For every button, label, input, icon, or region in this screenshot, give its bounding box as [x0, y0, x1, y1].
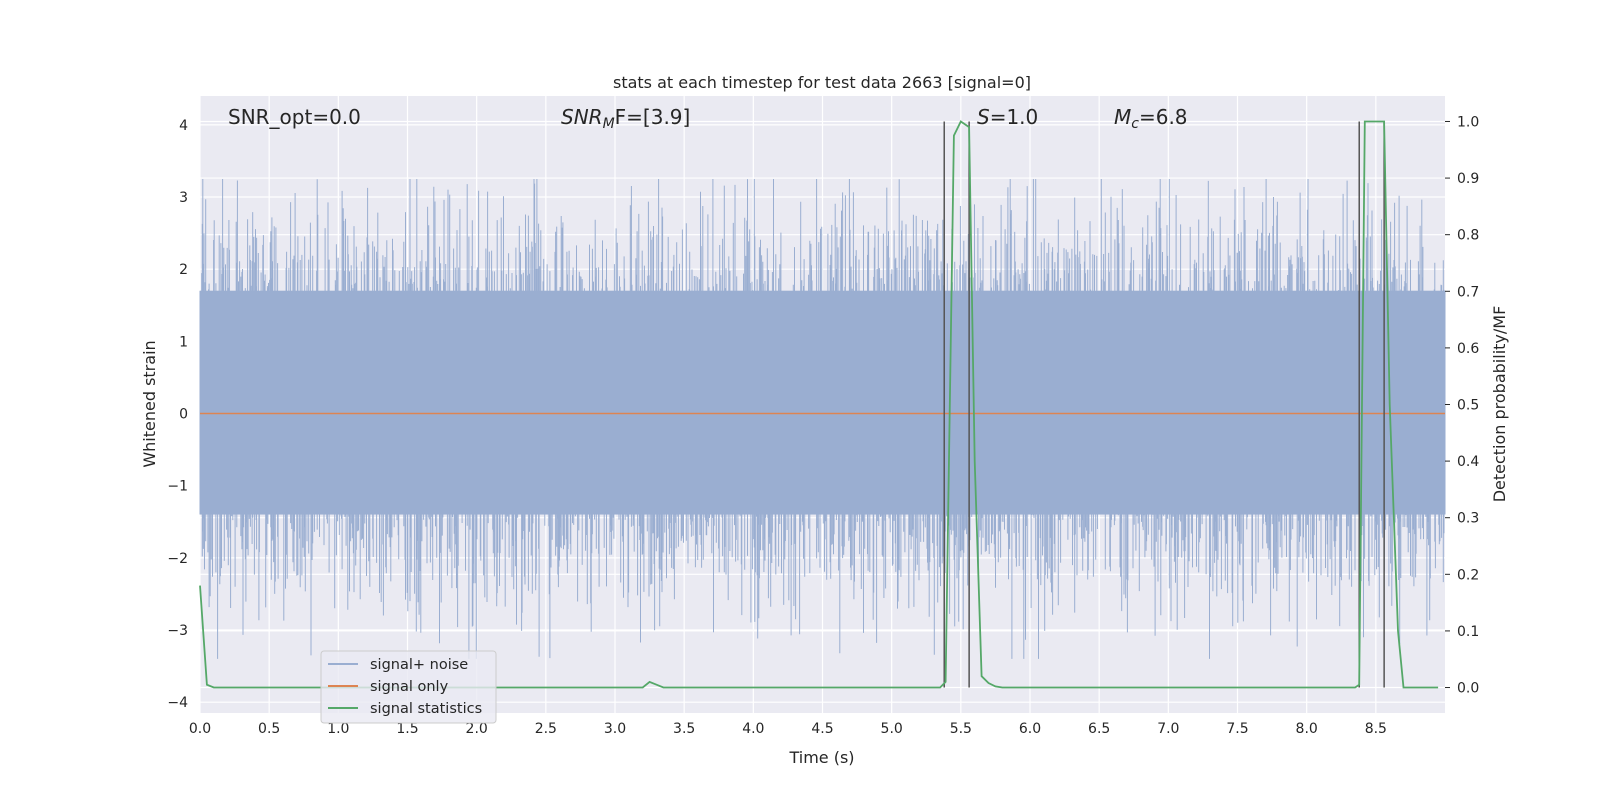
- y2-tick-label: 0.3: [1457, 511, 1479, 527]
- x-tick-label: 0.5: [258, 721, 280, 737]
- legend-label-signal-statistics: signal statistics: [370, 701, 482, 717]
- x-tick-label: 3.0: [604, 721, 626, 737]
- annotation-s: S=1.0: [977, 105, 1038, 129]
- x-tick-label: 7.0: [1157, 721, 1179, 737]
- x-tick-label: 8.5: [1365, 721, 1387, 737]
- y2-tick-label: 0.7: [1457, 284, 1479, 300]
- x-tick-label: 3.5: [673, 721, 695, 737]
- y-tick-label: 4: [179, 118, 188, 134]
- annotation-mc-rest: =6.8: [1139, 105, 1188, 129]
- annotation-snr-mf-sub: M: [603, 116, 615, 132]
- chart-title: stats at each timestep for test data 266…: [613, 73, 1031, 92]
- x-tick-label: 6.5: [1088, 721, 1110, 737]
- signal-noise-series: [199, 179, 1446, 659]
- legend: signal+ noise signal only signal statist…: [320, 650, 497, 724]
- legend-label-signal-only: signal only: [370, 679, 449, 695]
- y-tick-label: −1: [167, 479, 188, 495]
- x-tick-label: 2.5: [535, 721, 557, 737]
- x-tick-label: 5.0: [881, 721, 903, 737]
- noise-spikes: [199, 179, 1446, 659]
- annotation-snr-mf: SNRMF=[3.9]: [561, 105, 690, 132]
- y-tick-label: 1: [179, 334, 188, 350]
- y-tick-label: 0: [179, 407, 188, 423]
- y-tick-label: −2: [167, 551, 188, 567]
- y2-axis-label: Detection probability/MF: [1490, 306, 1509, 503]
- y2-tick-label: 0.9: [1457, 171, 1479, 187]
- y2-tick-labels: 1.0 0.9 0.8 0.7 0.6 0.5 0.4 0.3 0.2 0.1 0.0: [1445, 114, 1479, 697]
- annotation-snr-mf-main: SNR: [561, 105, 603, 129]
- x-tick-label: 6.0: [1019, 721, 1041, 737]
- signal-statistics-series: [199, 120, 1439, 689]
- y-axis-label: Whitened strain: [140, 340, 159, 467]
- annotation-s-rest: =1.0: [990, 105, 1039, 129]
- x-tick-label: 2.0: [466, 721, 488, 737]
- annotation-mc-main: M: [1114, 105, 1131, 129]
- y2-tick-label: 0.4: [1457, 454, 1479, 470]
- y2-tick-label: 0.8: [1457, 228, 1479, 244]
- x-axis-label: Time (s): [788, 748, 854, 767]
- legend-label-signal-noise: signal+ noise: [370, 657, 468, 673]
- y-tick-labels: 4 3 2 1 0 −1 −2 −3 −4: [167, 118, 188, 711]
- y2-tick-label: 0.2: [1457, 567, 1479, 583]
- x-tick-label: 5.5: [950, 721, 972, 737]
- x-tick-label: 1.5: [396, 721, 418, 737]
- annotation-snr-opt: SNR_opt=0.0: [228, 105, 361, 129]
- annotation-s-main: S: [977, 105, 990, 129]
- y2-tick-label: 0.0: [1457, 681, 1479, 697]
- annotation-mc-sub: c: [1131, 116, 1139, 132]
- annotation-snr-mf-rest: F=[3.9]: [615, 105, 691, 129]
- y2-tick-label: 1.0: [1457, 114, 1479, 130]
- x-tick-labels: 0.0 0.5 1.0 1.5 2.0 2.5 3.0 3.5 4.0 4.5 5.0 5.5 6.0 6…: [189, 721, 1387, 737]
- y2-tick-label: 0.5: [1457, 398, 1479, 414]
- y-tick-label: −4: [167, 695, 188, 711]
- x-tick-label: 0.0: [189, 721, 211, 737]
- x-tick-label: 7.5: [1226, 721, 1248, 737]
- y2-tick-label: 0.1: [1457, 624, 1479, 640]
- y-tick-label: 3: [179, 190, 188, 206]
- annotation-mc: Mc=6.8: [1114, 105, 1188, 132]
- y2-tick-label: 0.6: [1457, 341, 1479, 357]
- x-tick-label: 4.5: [811, 721, 833, 737]
- y-tick-label: 2: [179, 262, 188, 278]
- x-tick-label: 8.0: [1296, 721, 1318, 737]
- x-tick-label: 4.0: [742, 721, 764, 737]
- legend-box: [320, 650, 497, 724]
- y-tick-label: −3: [167, 623, 188, 639]
- x-tick-label: 1.0: [327, 721, 349, 737]
